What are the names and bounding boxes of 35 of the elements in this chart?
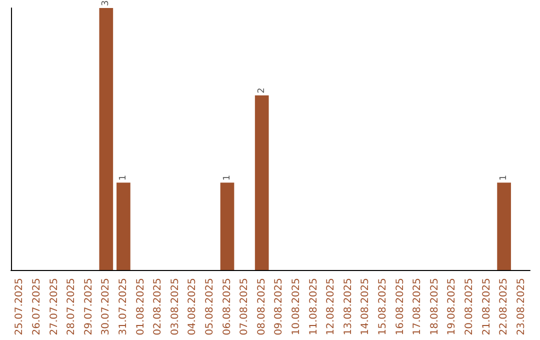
x-tick-label: 09.08.2025 [274,278,285,336]
data-label: 1 [499,174,510,181]
x-tick-label: 19.08.2025 [446,278,458,336]
x-tick-label: 11.08.2025 [308,278,320,336]
x-tick-label: 29.07.2025 [83,278,94,336]
data-label: 1 [118,174,128,181]
x-tick-label: 20.08.2025 [464,278,475,336]
x-tick-label: 21.08.2025 [481,278,492,336]
x-tick-label: 27.07.2025 [48,278,60,336]
x-tick-label: 16.08.2025 [394,278,406,336]
x-tick-label: 04.08.2025 [187,278,198,336]
data-label: 3 [101,0,112,6]
x-tick-label: 08.08.2025 [256,278,268,336]
x-tick-label: 17.08.2025 [412,278,424,336]
x-tick-label: 05.08.2025 [204,278,216,336]
x-tick-label: 07.08.2025 [239,278,250,336]
data-label: 1 [222,174,232,181]
x-tick-label: 03.08.2025 [170,278,181,336]
x-tick-label: 10.08.2025 [290,278,302,336]
x-tick-label: 02.08.2025 [152,278,164,336]
x-tick-label: 23.08.2025 [516,278,527,336]
x-tick-label: 22.08.2025 [498,278,510,336]
data-label: 2 [256,88,267,94]
x-tick-label: 25.07.2025 [14,278,26,336]
x-tick-label: 18.08.2025 [429,278,440,336]
x-tick-label: 15.08.2025 [377,278,388,336]
x-tick-label: 14.08.2025 [360,278,372,336]
x-tick-label: 30.07.2025 [100,278,112,336]
x-tick-label: 31.07.2025 [118,278,129,336]
x-tick-label: 28.07.2025 [66,278,78,336]
x-tick-label: 26.07.2025 [31,278,42,336]
x-tick-label: 12.08.2025 [326,278,337,336]
x-tick-label: 13.08.2025 [342,278,354,336]
x-tick-label: 06.08.2025 [222,278,233,336]
x-tick-label: 01.08.2025 [135,278,146,336]
